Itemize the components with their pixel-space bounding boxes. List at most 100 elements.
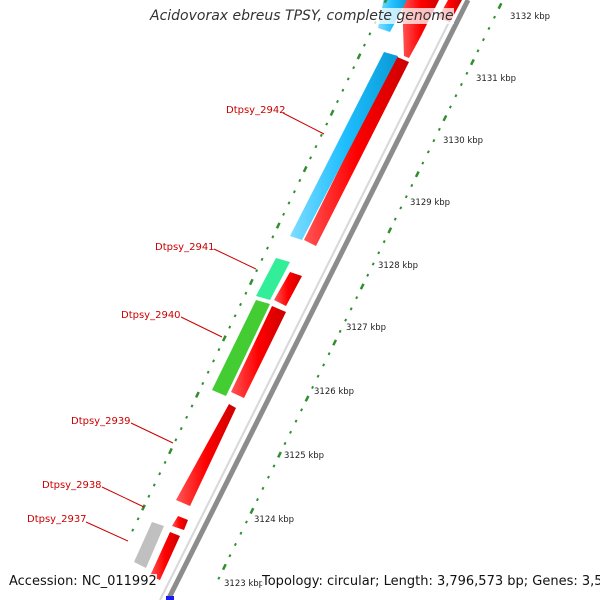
minor-tick <box>366 273 370 277</box>
tick-track-inner <box>131 0 388 532</box>
minor-tick <box>228 325 232 329</box>
minor-tick <box>261 486 265 491</box>
minor-tick <box>206 370 210 374</box>
minor-tick <box>341 88 345 92</box>
minor-tick <box>426 150 430 154</box>
minor-tick <box>294 419 298 423</box>
cds-block-green[interactable] <box>212 300 270 396</box>
minor-tick <box>292 190 296 194</box>
minor-tick <box>352 66 356 70</box>
gene-leader-line <box>213 248 257 270</box>
minor-tick <box>487 26 491 31</box>
tick-label: 3131 kbp <box>476 74 516 84</box>
minor-tick <box>459 82 463 87</box>
cds-block[interactable] <box>274 272 302 306</box>
minor-tick <box>322 363 326 367</box>
minor-tick <box>283 441 287 446</box>
minor-tick <box>255 269 259 273</box>
cds-block-blue-edge[interactable] <box>166 596 174 600</box>
minor-tick <box>404 195 408 199</box>
major-tick <box>414 171 420 178</box>
major-tick <box>168 447 173 455</box>
minor-tick <box>399 206 403 210</box>
tick-label: 3130 kbp <box>443 136 483 146</box>
cds-block[interactable] <box>231 306 286 398</box>
major-tick <box>248 278 254 286</box>
minor-tick <box>421 161 425 165</box>
minor-tick <box>244 291 248 295</box>
backbone-outer <box>165 0 471 600</box>
cds-block[interactable] <box>150 532 180 580</box>
major-tick <box>383 0 388 4</box>
minor-tick <box>190 404 194 408</box>
cds-row-forward <box>134 0 407 600</box>
minor-tick <box>163 460 167 465</box>
cds-block-blue[interactable] <box>290 52 398 240</box>
minor-tick <box>244 520 248 524</box>
major-tick <box>277 451 282 458</box>
minor-tick <box>217 348 221 352</box>
minor-tick <box>432 139 436 143</box>
backbone-inner <box>159 0 461 600</box>
cds-block-teal[interactable] <box>256 258 290 300</box>
minor-tick <box>368 32 372 36</box>
minor-tick <box>465 71 469 75</box>
minor-tick <box>217 576 221 580</box>
minor-tick <box>319 133 323 137</box>
tick-label: 3126 kbp <box>314 387 354 397</box>
minor-tick <box>362 43 366 47</box>
minor-tick <box>344 318 348 322</box>
gene-label[interactable]: Dtpsy_2942 <box>226 105 286 116</box>
cds-row-reverse <box>150 0 462 580</box>
minor-tick <box>314 145 318 149</box>
major-tick <box>221 335 227 342</box>
major-tick <box>356 53 362 60</box>
minor-tick <box>152 483 156 487</box>
minor-tick <box>454 94 458 98</box>
tick-label: 3128 kbp <box>378 261 418 271</box>
accession-label: Accession: NC_011992 <box>9 574 157 589</box>
minor-tick <box>233 314 237 318</box>
major-tick <box>387 227 393 234</box>
gene-label[interactable]: Dtpsy_2940 <box>121 310 181 321</box>
minor-tick <box>282 212 286 216</box>
topology-label: Topology: circular; Length: 3,796,573 bp… <box>262 574 600 589</box>
minor-tick <box>311 385 315 390</box>
major-tick <box>302 165 308 173</box>
minor-tick <box>185 415 189 419</box>
major-tick <box>329 109 335 117</box>
minor-tick <box>338 329 342 333</box>
gene-label[interactable]: Dtpsy_2939 <box>71 416 131 427</box>
minor-tick <box>233 542 237 547</box>
minor-tick <box>179 426 183 431</box>
gene-leader-line <box>282 112 325 135</box>
cds-block-gray[interactable] <box>134 522 164 568</box>
minor-tick <box>309 156 313 160</box>
cds-block[interactable] <box>304 56 409 246</box>
minor-tick <box>481 38 485 42</box>
minor-tick <box>355 296 359 300</box>
minor-tick <box>267 475 270 479</box>
tick-label: 3124 kbp <box>254 515 294 525</box>
major-tick <box>304 395 310 402</box>
gene-label[interactable]: Dtpsy_2937 <box>27 514 87 525</box>
tick-labels: 3132 kbp 3131 kbp 3130 kbp 3129 kbp 3128 kbp… <box>224 12 550 589</box>
cds-block[interactable] <box>176 404 236 506</box>
cds-block[interactable] <box>172 516 188 530</box>
minor-tick <box>272 464 276 468</box>
tick-label: 3125 kbp <box>284 451 324 461</box>
minor-tick <box>476 49 480 53</box>
tick-label: 3123 kbp <box>224 579 264 589</box>
minor-tick <box>325 122 329 126</box>
map-title: Acidovorax ebreus TPSY, complete genome <box>150 8 454 24</box>
minor-tick <box>255 498 259 502</box>
gene-label[interactable]: Dtpsy_2938 <box>42 480 102 491</box>
gene-label[interactable]: Dtpsy_2941 <box>155 242 215 253</box>
minor-tick <box>228 554 232 558</box>
major-tick <box>442 114 448 122</box>
minor-tick <box>147 494 151 498</box>
minor-tick <box>212 359 216 363</box>
tick-label: 3132 kbp <box>510 12 550 22</box>
minor-tick <box>377 251 381 255</box>
